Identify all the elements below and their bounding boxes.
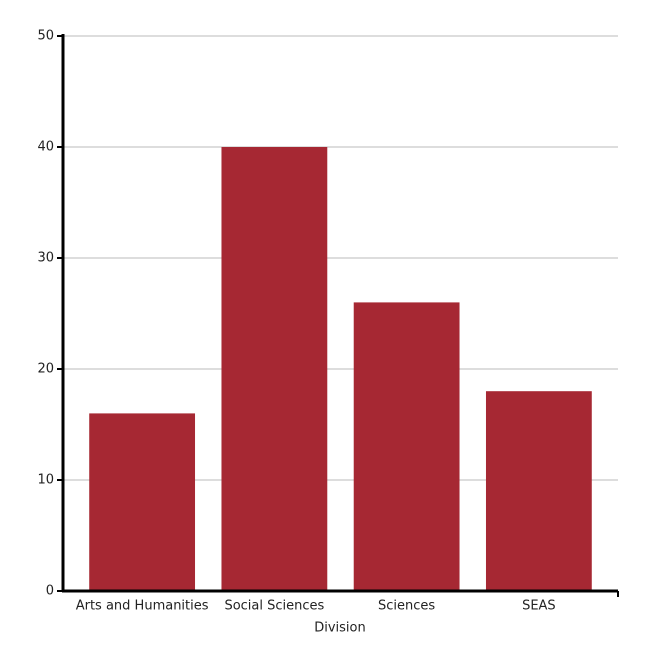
- x-tick-label: Sciences: [378, 599, 435, 614]
- x-tick-label: Arts and Humanities: [76, 599, 209, 614]
- y-tick-label: 50: [37, 29, 54, 44]
- y-tick-label: 30: [37, 251, 54, 266]
- bar: [353, 302, 460, 591]
- x-tick-label: Social Sciences: [224, 599, 324, 614]
- bar: [485, 391, 592, 591]
- y-tick-label: 0: [46, 584, 54, 599]
- x-axis-label: Division: [314, 621, 366, 636]
- y-tick-label: 10: [37, 473, 54, 488]
- bar: [221, 147, 328, 591]
- y-tick-label: 40: [37, 140, 54, 155]
- x-tick-label: SEAS: [522, 599, 556, 614]
- y-tick-label: 20: [37, 362, 54, 377]
- bar: [89, 413, 196, 591]
